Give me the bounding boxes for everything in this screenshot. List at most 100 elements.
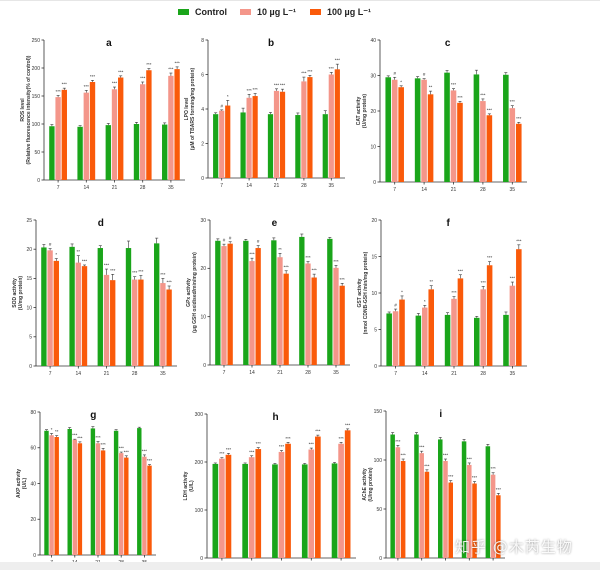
bar: [118, 77, 124, 180]
bar: [496, 495, 501, 558]
y-tick-label: 30: [370, 73, 376, 79]
x-tick-label: 14: [422, 371, 428, 377]
chart-title: g: [90, 410, 96, 421]
chart-title: f: [446, 218, 450, 229]
bar: [105, 125, 111, 180]
bar: [438, 439, 443, 558]
svg-text:AKP activity: AKP activity: [16, 469, 22, 498]
significance-marker: ***: [160, 272, 166, 277]
svg-text:SOD activity: SOD activity: [12, 278, 18, 308]
significance-marker: ***: [516, 238, 522, 243]
legend-label-control: Control: [195, 7, 227, 17]
y-tick-label: 15: [26, 276, 32, 282]
bar: [305, 263, 311, 365]
significance-marker: ***: [174, 60, 180, 65]
significance-marker: ***: [480, 92, 486, 97]
y-tick-label: 2: [201, 141, 204, 147]
significance-marker: #: [257, 239, 260, 244]
significance-marker: ***: [443, 453, 449, 458]
y-tick-label: 8: [201, 38, 204, 44]
bar: [415, 315, 422, 366]
significance-marker: ***: [140, 76, 146, 81]
significance-marker: ***: [110, 268, 116, 273]
y-tick-label: 40: [30, 481, 36, 487]
significance-marker: ***: [419, 445, 425, 450]
bar: [81, 266, 88, 366]
bar: [132, 279, 138, 366]
bar: [474, 317, 480, 366]
bar: [448, 482, 453, 558]
bar: [100, 450, 106, 555]
bar: [54, 437, 59, 555]
svg-text:AChE activity: AChE activity: [362, 468, 368, 500]
x-tick-label: 14: [84, 185, 90, 191]
bar: [69, 246, 75, 366]
significance-marker: ***: [280, 83, 286, 88]
significance-marker: ***: [147, 458, 153, 463]
bar: [225, 454, 232, 558]
bar: [255, 449, 262, 558]
y-tick-label: 0: [374, 364, 377, 370]
significance-marker: ***: [124, 449, 130, 454]
bar: [89, 82, 96, 180]
bottom-bar: [0, 562, 600, 570]
significance-marker: *: [51, 427, 53, 432]
bar: [147, 465, 152, 555]
y-tick-label: 15: [371, 254, 377, 260]
chart-title: a: [106, 38, 112, 49]
bar: [41, 247, 47, 366]
y-tick-label: 150: [374, 409, 383, 415]
svg-text:(U/L): (U/L): [189, 480, 195, 492]
svg-text:(Relative fluorescence intensi: (Relative fluorescence intensity(% of co…: [26, 55, 32, 164]
bar: [133, 124, 140, 180]
legend-item-10ug: 10 µg L⁻¹: [240, 4, 296, 20]
significance-marker: ***: [451, 82, 457, 87]
significance-marker: ***: [467, 456, 473, 461]
bar: [328, 74, 334, 178]
significance-marker: #: [49, 242, 52, 247]
significance-marker: **: [429, 279, 433, 284]
y-tick-label: 5: [374, 327, 377, 333]
bar: [390, 434, 395, 558]
x-tick-label: 7: [49, 371, 52, 377]
y-tick-label: 80: [30, 410, 36, 416]
bar: [485, 446, 491, 558]
significance-marker: ***: [451, 290, 457, 295]
y-tick-label: 5: [29, 335, 32, 341]
y-tick-label: 10: [200, 314, 206, 320]
y-tick-label: 50: [34, 150, 40, 156]
svg-text:GST activity: GST activity: [357, 278, 363, 307]
x-tick-label: 35: [333, 370, 339, 376]
bar: [137, 428, 142, 555]
bar: [424, 471, 430, 558]
significance-marker: ***: [84, 84, 90, 89]
significance-marker: ***: [226, 447, 232, 452]
bar: [279, 91, 286, 178]
svg-text:(U/mg protein): (U/mg protein): [18, 276, 24, 310]
bar: [422, 307, 428, 366]
bar: [331, 463, 338, 558]
y-tick-label: 10: [370, 144, 376, 150]
legend: Control 10 µg L⁻¹ 100 µg L⁻¹: [0, 4, 600, 20]
significance-marker: ***: [510, 276, 516, 281]
bar: [44, 430, 49, 555]
bar: [395, 447, 401, 558]
significance-marker: **: [429, 85, 433, 90]
significance-marker: ***: [345, 422, 351, 427]
bar: [490, 474, 496, 558]
significance-marker: ***: [256, 441, 262, 446]
bar: [90, 428, 96, 555]
y-axis-label: CAT activity (U/mg protein): [356, 94, 368, 128]
x-tick-label: 21: [451, 371, 457, 377]
bar: [391, 79, 398, 182]
x-tick-label: 28: [480, 187, 486, 193]
y-tick-label: 0: [200, 556, 203, 562]
bar: [255, 248, 261, 365]
y-tick-label: 20: [200, 266, 206, 272]
bar: [227, 243, 233, 365]
y-tick-label: 25: [26, 218, 32, 224]
bar: [451, 298, 457, 366]
y-tick-label: 300: [195, 412, 204, 418]
significance-marker: #: [393, 71, 396, 76]
chart-title: h: [272, 412, 278, 423]
